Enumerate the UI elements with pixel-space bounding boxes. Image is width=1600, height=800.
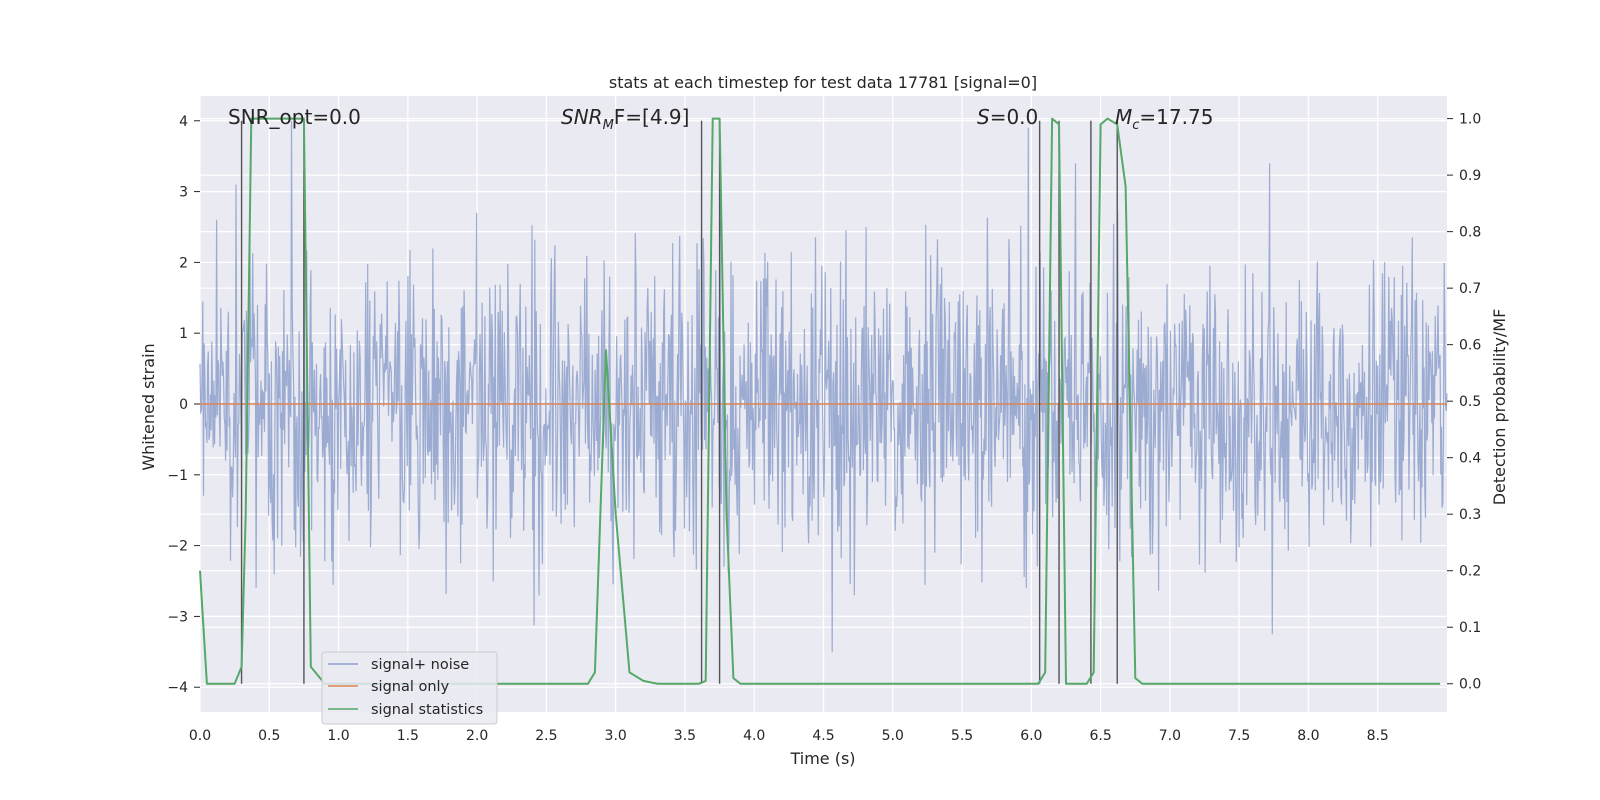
x-tick-label: 0.0	[189, 728, 211, 744]
x-tick-label: 1.0	[327, 728, 349, 744]
annotation-snr-mf: SNRMF=[4.9]	[561, 105, 689, 133]
annotation-mc: Mc=17.75	[1115, 105, 1213, 133]
y-right-tick-label: 0.2	[1459, 564, 1481, 580]
annotation-s: S=0.0	[977, 105, 1038, 129]
x-tick-label: 0.5	[258, 728, 280, 744]
y-left-tick-label: −4	[167, 680, 188, 696]
y-right-tick-label: 0.3	[1459, 507, 1481, 523]
legend-label-noise: signal+ noise	[371, 657, 469, 673]
x-tick-label: 8.0	[1297, 728, 1319, 744]
x-tick-label: 4.5	[812, 728, 834, 744]
noise-line	[199, 120, 1448, 653]
y-left-axis-label: Whitened strain	[139, 343, 158, 470]
x-axis-label: Time (s)	[789, 749, 855, 768]
legend: signal+ noise signal only signal statist…	[321, 651, 498, 725]
annotation-snr-opt: SNR_opt=0.0	[228, 105, 361, 129]
x-tick-label: 5.0	[882, 728, 904, 744]
x-tick-label: 7.5	[1228, 728, 1250, 744]
y-left-tick-label: −3	[167, 609, 188, 625]
y-left-ticks: −4 −3 −2 −1 0 1 2 3 4	[167, 114, 200, 696]
y-right-tick-label: 0.0	[1459, 677, 1481, 693]
y-right-tick-label: 0.8	[1459, 225, 1481, 241]
x-tick-label: 3.0	[605, 728, 627, 744]
y-left-tick-label: 3	[179, 185, 188, 201]
y-left-tick-label: 1	[179, 326, 188, 342]
legend-box	[321, 651, 498, 725]
y-right-tick-label: 0.7	[1459, 281, 1481, 297]
x-tick-label: 5.5	[951, 728, 973, 744]
x-tick-label: 4.0	[743, 728, 765, 744]
y-right-axis-label: Detection probability/MF	[1490, 309, 1509, 506]
y-left-tick-label: −1	[167, 468, 188, 484]
y-right-tick-label: 0.1	[1459, 620, 1481, 636]
x-tick-label: 8.5	[1367, 728, 1389, 744]
x-tick-label: 1.5	[397, 728, 419, 744]
x-tick-label: 2.0	[466, 728, 488, 744]
y-left-tick-label: 4	[179, 114, 188, 130]
noise-series	[199, 120, 1448, 653]
chart-title: stats at each timestep for test data 177…	[609, 73, 1037, 92]
x-tick-label: 6.5	[1089, 728, 1111, 744]
x-tick-label: 3.5	[674, 728, 696, 744]
legend-label-signal-only: signal only	[371, 679, 450, 695]
y-right-tick-label: 0.9	[1459, 168, 1481, 184]
vertical-markers	[240, 120, 1118, 684]
y-left-tick-label: 0	[179, 397, 188, 413]
x-tick-label: 6.0	[1020, 728, 1042, 744]
y-left-tick-label: −2	[167, 539, 188, 555]
legend-label-statistics: signal statistics	[371, 702, 483, 718]
x-tick-label: 7.0	[1159, 728, 1181, 744]
statistics-series	[199, 117, 1441, 685]
y-right-tick-label: 0.4	[1459, 451, 1481, 467]
y-right-tick-label: 1.0	[1459, 112, 1481, 128]
statistics-line	[199, 117, 1441, 685]
y-left-tick-label: 2	[179, 255, 188, 271]
x-ticks: 0.0 0.5 1.0 1.5 2.0 2.5 3.0 3.5 4.0 4.5 5.0 5.5 6.0 6…	[189, 728, 1389, 744]
y-right-ticks: 0.0 0.1 0.2 0.3 0.4 0.5 0.6 0.7 0.8 0.9 1.0	[1447, 112, 1481, 693]
x-tick-label: 2.5	[535, 728, 557, 744]
y-right-tick-label: 0.5	[1459, 394, 1481, 410]
y-right-tick-label: 0.6	[1459, 338, 1481, 354]
